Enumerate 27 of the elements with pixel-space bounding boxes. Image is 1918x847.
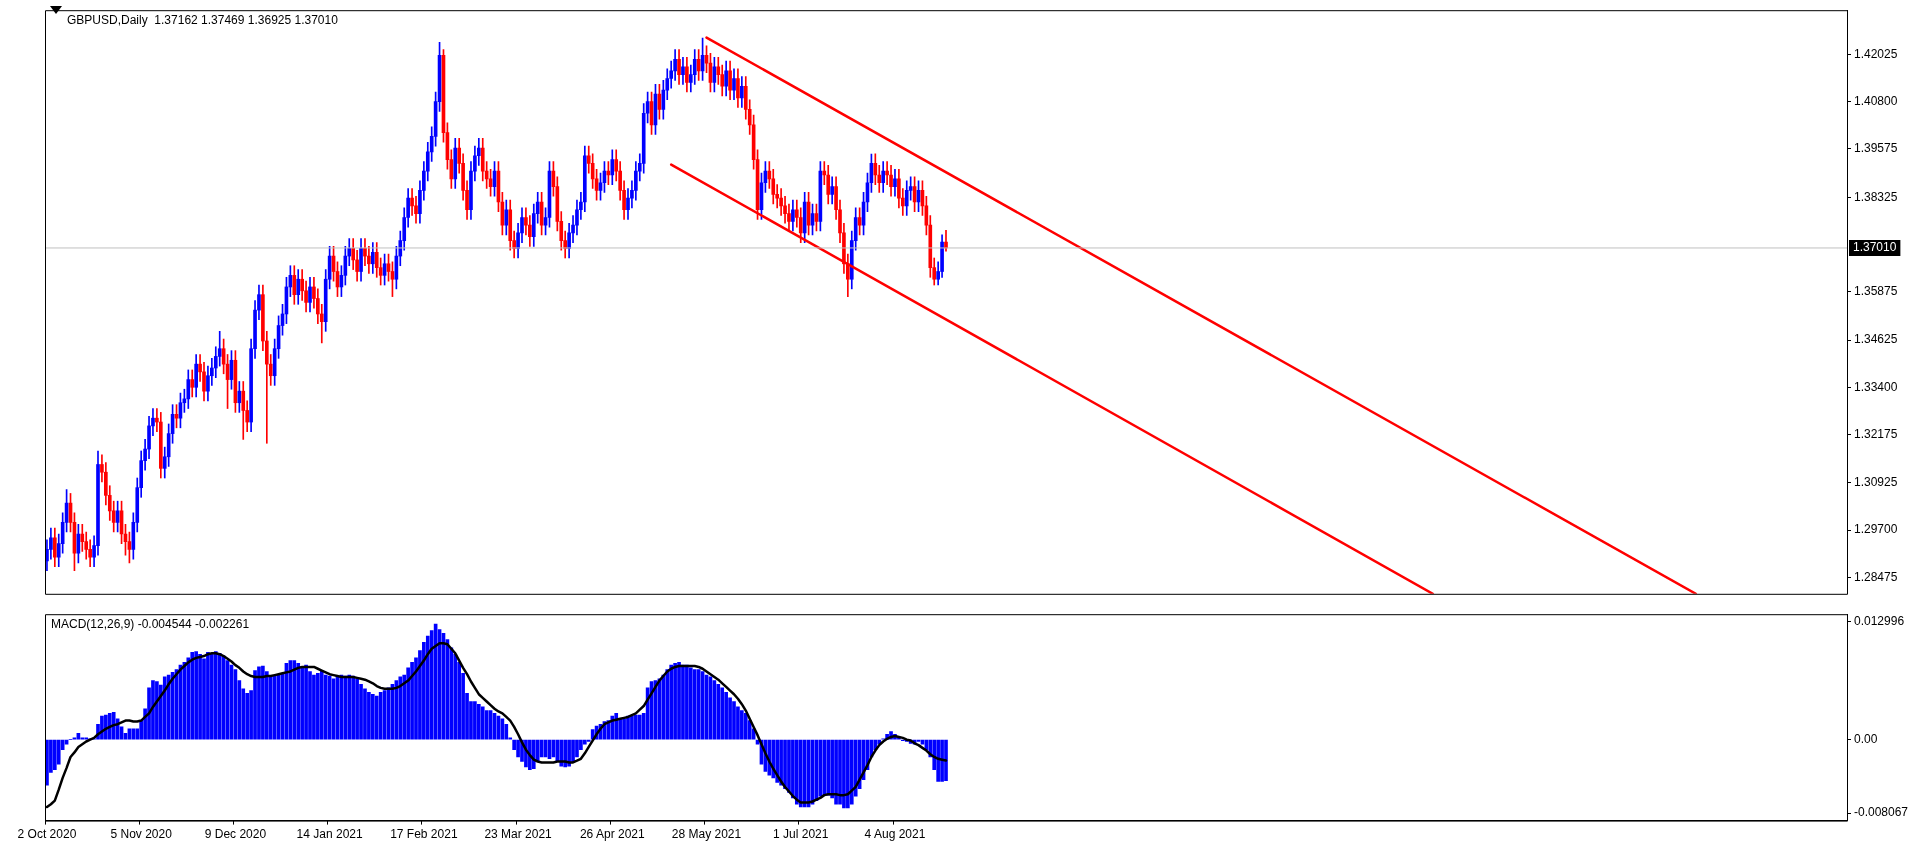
y-tick-label: 1.29700 — [1854, 522, 1898, 537]
y-tick-label: 1.34625 — [1854, 332, 1898, 347]
y-tick-label: 1.40800 — [1854, 93, 1898, 108]
x-tick-label: 28 May 2021 — [671, 827, 742, 842]
x-tick-label: 5 Nov 2020 — [110, 827, 173, 842]
chart-title: MACD(12,26,9) -0.004544 -0.002261 — [51, 616, 250, 631]
x-tick-label: 23 Mar 2021 — [484, 827, 553, 842]
x-tick-label: 14 Jan 2021 — [296, 827, 363, 842]
y-tick-label: 1.38325 — [1854, 189, 1898, 204]
x-tick-label: 17 Feb 2021 — [390, 827, 458, 842]
x-tick-label: 2 Oct 2020 — [17, 827, 77, 842]
x-tick-label: 9 Dec 2020 — [204, 827, 267, 842]
y-tick-label: 1.33400 — [1854, 379, 1898, 394]
x-tick-label: 1 Jul 2021 — [773, 827, 829, 842]
y-tick-label: 1.42025 — [1854, 46, 1898, 61]
x-tick-label: 26 Apr 2021 — [579, 827, 645, 842]
y-tick-label: 1.35875 — [1854, 284, 1898, 299]
ref-line-label: 1.37010 — [1853, 240, 1897, 255]
y-tick-label: 0.012996 — [1854, 613, 1905, 628]
y-tick-label: 1.32175 — [1854, 426, 1898, 441]
y-tick-label: -0.008067 — [1854, 805, 1909, 820]
y-tick-label: 1.28475 — [1854, 569, 1898, 584]
y-tick-label: 1.39575 — [1854, 141, 1898, 156]
chart-title: GBPUSD,Daily 1.37162 1.37469 1.36925 1.37010 — [67, 12, 339, 27]
y-tick-label: 0.00 — [1854, 731, 1878, 746]
y-tick-label: 1.30925 — [1854, 475, 1898, 490]
x-tick-label: 4 Aug 2021 — [864, 827, 926, 842]
